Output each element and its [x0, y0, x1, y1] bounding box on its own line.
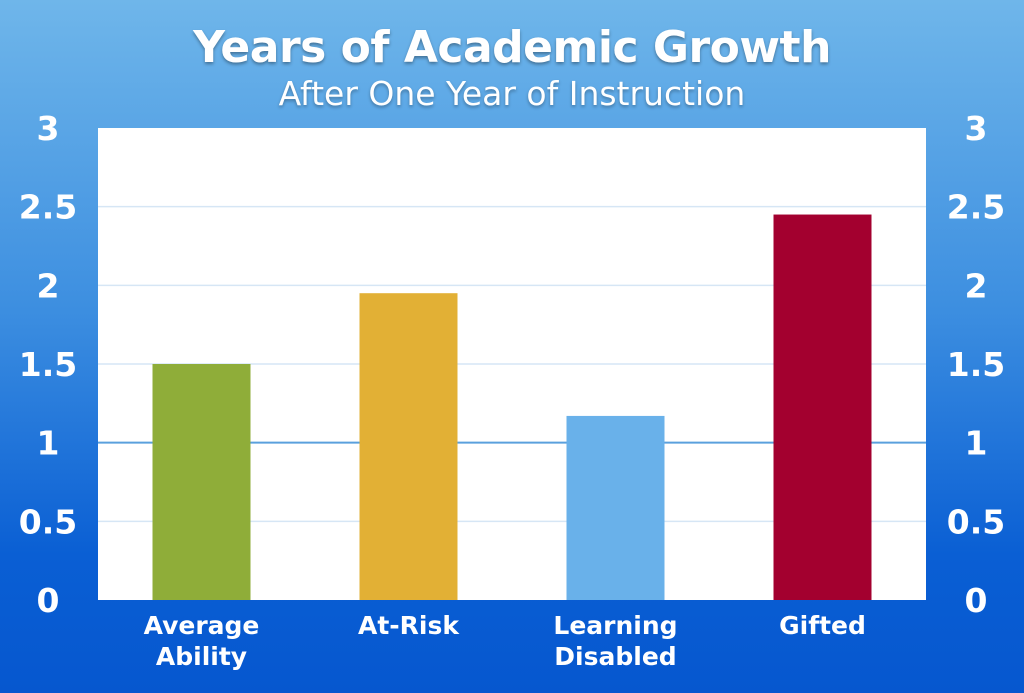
x-category-label: At-Risk — [358, 611, 460, 640]
x-category-label: Gifted — [779, 611, 866, 640]
y-tick-label-left: 3 — [37, 109, 60, 148]
bar — [566, 415, 665, 600]
x-category-label: Average — [144, 611, 260, 640]
y-tick-label-left: 0.5 — [19, 502, 77, 541]
y-tick-label-left: 2.5 — [19, 188, 77, 227]
x-category-label: Ability — [156, 642, 247, 671]
bar — [359, 293, 458, 600]
y-tick-label-right: 1 — [965, 424, 988, 463]
y-tick-label-left: 1.5 — [19, 345, 77, 384]
y-tick-label-left: 1 — [37, 424, 60, 463]
y-tick-label-right: 0 — [965, 581, 988, 620]
y-tick-label-right: 0.5 — [947, 502, 1005, 541]
x-category-label: Disabled — [554, 642, 676, 671]
y-tick-label-left: 2 — [37, 266, 60, 305]
y-tick-label-right: 3 — [965, 109, 988, 148]
bar — [152, 364, 251, 600]
y-tick-label-left: 0 — [37, 581, 60, 620]
y-tick-label-right: 1.5 — [947, 345, 1005, 384]
x-category-label: Learning — [553, 611, 677, 640]
chart-title: Years of Academic Growth — [193, 22, 831, 73]
bar — [773, 214, 872, 601]
y-tick-label-right: 2.5 — [947, 188, 1005, 227]
y-tick-label-right: 2 — [965, 266, 988, 305]
chart-subtitle: After One Year of Instruction — [278, 74, 746, 113]
